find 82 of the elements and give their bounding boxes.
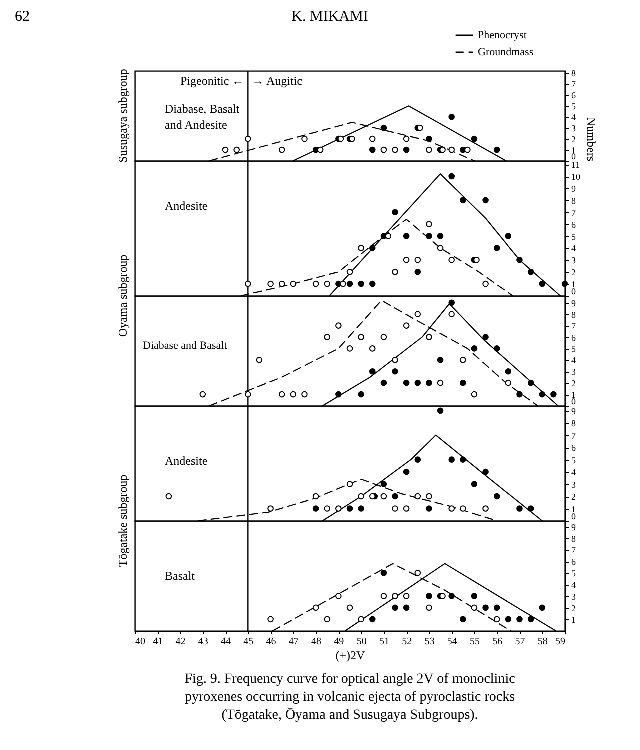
x-tick-label: 48 [312, 636, 322, 648]
x-tick-label: 59 [556, 636, 566, 648]
annotation: → Augitic [252, 74, 302, 88]
y-tick-label: 6 [572, 90, 576, 101]
y-tick-label: 0 [572, 512, 576, 522]
y-tick-label: 4 [572, 580, 576, 590]
x-tick-label: 40 [136, 636, 146, 648]
y-tick-label: 4 [572, 112, 576, 123]
x-tick-label: 49 [334, 636, 344, 648]
y-tick-label: 7 [572, 80, 576, 90]
x-tick-label: 54 [447, 636, 458, 648]
legend-label: Groundmass [478, 46, 534, 58]
x-tick-label: 46 [266, 636, 276, 648]
y-tick-label: 3 [572, 256, 576, 266]
y-tick-label: 0 [572, 396, 576, 406]
x-tick-label: 42 [176, 636, 186, 648]
y-tick-label: 2 [572, 378, 576, 389]
y-tick-label: 1 [572, 504, 576, 514]
text: Susugaya subgroup [116, 69, 130, 163]
y-tick-label: 3 [572, 592, 576, 602]
y-tick-label: 3 [572, 124, 576, 134]
y-tick-label: 3 [572, 367, 576, 378]
x-tick-label: 57 [515, 636, 526, 648]
y-tick-label: 4 [572, 468, 576, 478]
annotation: Diabase and Basalt [143, 340, 228, 352]
y-tick-label: 7 [572, 208, 576, 218]
y-tick-label: 8 [572, 196, 576, 206]
annotation: Andesite [165, 199, 208, 213]
y-tick-label: 4 [572, 356, 576, 366]
y-tick-label: 8 [572, 534, 576, 544]
y-tick-label: 10 [572, 172, 581, 182]
y-tick-label: 6 [572, 443, 576, 454]
text: 62 [15, 9, 30, 25]
legend-label: Phenocryst [478, 30, 527, 42]
y-tick-label: 6 [572, 557, 576, 568]
x-tick-label: 43 [198, 636, 208, 648]
x-tick-label: 41 [153, 636, 164, 648]
text: Oyama subgroup [116, 254, 130, 338]
annotation: Basalt [165, 569, 196, 583]
x-tick-label: 47 [288, 636, 299, 648]
y-tick-label: 6 [572, 220, 576, 230]
caption: Fig. 9. Frequency curve for optical angle 2V of monoclinic pyroxenes occurring in volcanic ejecta of pyroclastic rocks (Tōgatake, Ōyama and Susugaya Subgroups). [184, 672, 516, 723]
y-tick-label: 6 [572, 332, 576, 343]
y-tick-label: 5 [572, 232, 576, 242]
x-axis-title: (+)2V [336, 648, 366, 662]
y-tick-label: 9 [572, 184, 576, 194]
y-tick-label: 5 [572, 568, 576, 579]
y-tick-label: 1 [572, 614, 576, 625]
annotation: Diabase, Basalt and Andesite [165, 102, 240, 132]
y-tick-label: 8 [572, 310, 576, 320]
x-tick-label: 52 [402, 636, 412, 648]
y-tick-label: 5 [572, 455, 576, 466]
y-tick-label: 9 [572, 522, 576, 532]
x-tick-label: 45 [244, 636, 254, 648]
x-tick-label: 58 [538, 636, 548, 648]
y-tick-label: 2 [572, 134, 576, 145]
x-tick-label: 44 [221, 636, 232, 648]
annotation: Pigeonitic ← [180, 74, 244, 88]
x-tick-label: 50 [356, 636, 367, 648]
x-tick-label: 55 [470, 636, 480, 648]
y-axis-title: Numbers [584, 118, 598, 162]
y-tick-label: 2 [572, 603, 576, 614]
y-tick-label: 4 [572, 244, 576, 254]
y-tick-label: 2 [572, 268, 576, 278]
x-tick-label: 56 [492, 636, 503, 648]
y-tick-label: 5 [572, 344, 576, 354]
y-tick-label: 8 [572, 68, 576, 79]
y-tick-label: 5 [572, 102, 576, 112]
y-tick-label: 7 [572, 430, 576, 441]
text: Tōgatake subgroup [116, 474, 130, 568]
text: K. MIKAMI [292, 9, 368, 25]
y-tick-label: 2 [572, 492, 576, 502]
y-tick-label: 11 [572, 160, 580, 170]
y-tick-label: 7 [572, 321, 576, 332]
y-tick-label: 9 [572, 406, 576, 416]
annotation: Andesite [165, 454, 208, 468]
x-tick-label: 53 [424, 636, 435, 648]
y-tick-label: 3 [572, 480, 576, 490]
x-tick-label: 51 [379, 636, 390, 648]
y-tick-label: 8 [572, 418, 576, 429]
y-tick-label: 9 [572, 298, 576, 308]
y-tick-label: 7 [572, 545, 576, 556]
